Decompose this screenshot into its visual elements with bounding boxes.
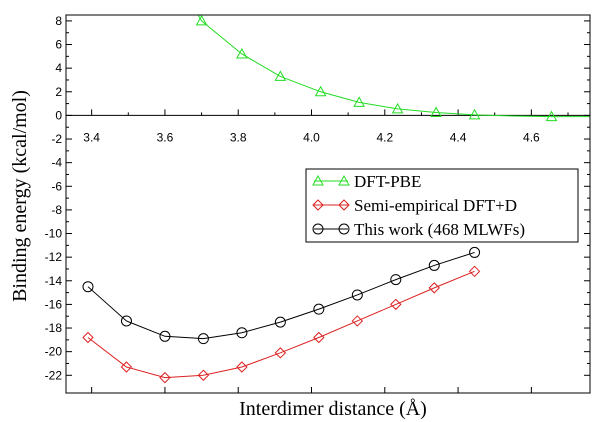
series-point bbox=[274, 316, 286, 328]
y-tick-label: -12 bbox=[45, 250, 63, 264]
series-point bbox=[236, 361, 248, 373]
series-point bbox=[390, 274, 402, 286]
series-point bbox=[314, 85, 327, 97]
series-point bbox=[274, 70, 287, 81]
series-point bbox=[236, 47, 248, 59]
y-tick-label: -10 bbox=[45, 227, 63, 241]
y-tick-label: 0 bbox=[55, 108, 62, 122]
x-tick-label: 4.6 bbox=[523, 130, 540, 144]
series-point bbox=[430, 106, 442, 117]
y-tick-label: -16 bbox=[45, 297, 63, 311]
legend: DFT-PBE Semi-empirical DFT+D This work (46… bbox=[305, 168, 579, 243]
y-tick-label: -4 bbox=[51, 156, 62, 170]
series-point bbox=[351, 289, 363, 301]
y-tick-label: -14 bbox=[45, 274, 63, 288]
x-tick-label: 3.8 bbox=[230, 130, 247, 144]
y-tick-label: -22 bbox=[45, 368, 63, 382]
legend-box bbox=[305, 168, 579, 243]
series-point bbox=[197, 333, 209, 345]
series-point bbox=[236, 327, 248, 339]
y-tick-label: 2 bbox=[55, 85, 62, 99]
series-point bbox=[159, 330, 171, 342]
series-point bbox=[353, 96, 365, 107]
x-tick-label: 4.4 bbox=[450, 130, 467, 144]
y-tick-label: 6 bbox=[55, 38, 62, 52]
legend-marker bbox=[338, 199, 350, 211]
y-tick-label: 4 bbox=[55, 61, 62, 75]
y-tick-label: -20 bbox=[45, 345, 63, 359]
legend-marker bbox=[338, 223, 350, 235]
legend-label: DFT-PBE bbox=[354, 172, 421, 191]
legend-marker bbox=[312, 223, 324, 235]
series-point bbox=[313, 331, 325, 344]
y-tick-label: 8 bbox=[55, 14, 62, 28]
series-point bbox=[428, 259, 440, 271]
series-point bbox=[313, 303, 325, 315]
x-axis-title: Interdimer distance (Å) bbox=[239, 398, 427, 420]
series-point bbox=[390, 298, 402, 311]
series-line bbox=[197, 15, 590, 118]
series-point bbox=[428, 282, 440, 294]
x-tick-label: 3.4 bbox=[83, 130, 100, 144]
x-tick-label: 4.0 bbox=[303, 130, 320, 144]
plot-frame bbox=[65, 14, 591, 394]
series-point bbox=[195, 15, 208, 26]
series-layer bbox=[82, 15, 590, 384]
axes: 3.4 3.6 3.8 4.0 4.2 4.4 4.6 8 6 4 2 0 -2 -4 -6 -8 -10 -12… bbox=[45, 14, 590, 393]
x-tick-label: 3.6 bbox=[157, 130, 174, 144]
y-tick-label: -18 bbox=[45, 321, 63, 335]
series-point bbox=[391, 102, 404, 114]
series-point bbox=[197, 369, 210, 381]
series-point bbox=[120, 315, 132, 327]
series-line bbox=[87, 270, 475, 379]
series-point bbox=[159, 371, 171, 384]
legend-label: Semi-empirical DFT+D bbox=[354, 196, 517, 215]
series-point bbox=[82, 331, 94, 344]
series-point bbox=[468, 265, 481, 278]
legend-marker bbox=[312, 174, 324, 186]
x-tick-label: 4.2 bbox=[376, 130, 393, 144]
series-point bbox=[120, 361, 133, 373]
series-point bbox=[468, 108, 481, 120]
series-point bbox=[469, 246, 481, 258]
y-tick-label: -2 bbox=[51, 132, 62, 146]
series-point bbox=[82, 281, 94, 293]
series-line bbox=[87, 251, 475, 340]
y-axis-title: Binding energy (kcal/mol) bbox=[9, 90, 31, 302]
series-point bbox=[545, 110, 558, 122]
y-tick-label: -8 bbox=[51, 203, 62, 217]
y-tick-label: -6 bbox=[51, 179, 62, 193]
series-point bbox=[351, 315, 364, 327]
legend-marker bbox=[338, 174, 350, 186]
legend-marker bbox=[312, 199, 324, 211]
series-point bbox=[274, 347, 287, 359]
legend-label: This work (468 MLWFs) bbox=[354, 220, 525, 239]
